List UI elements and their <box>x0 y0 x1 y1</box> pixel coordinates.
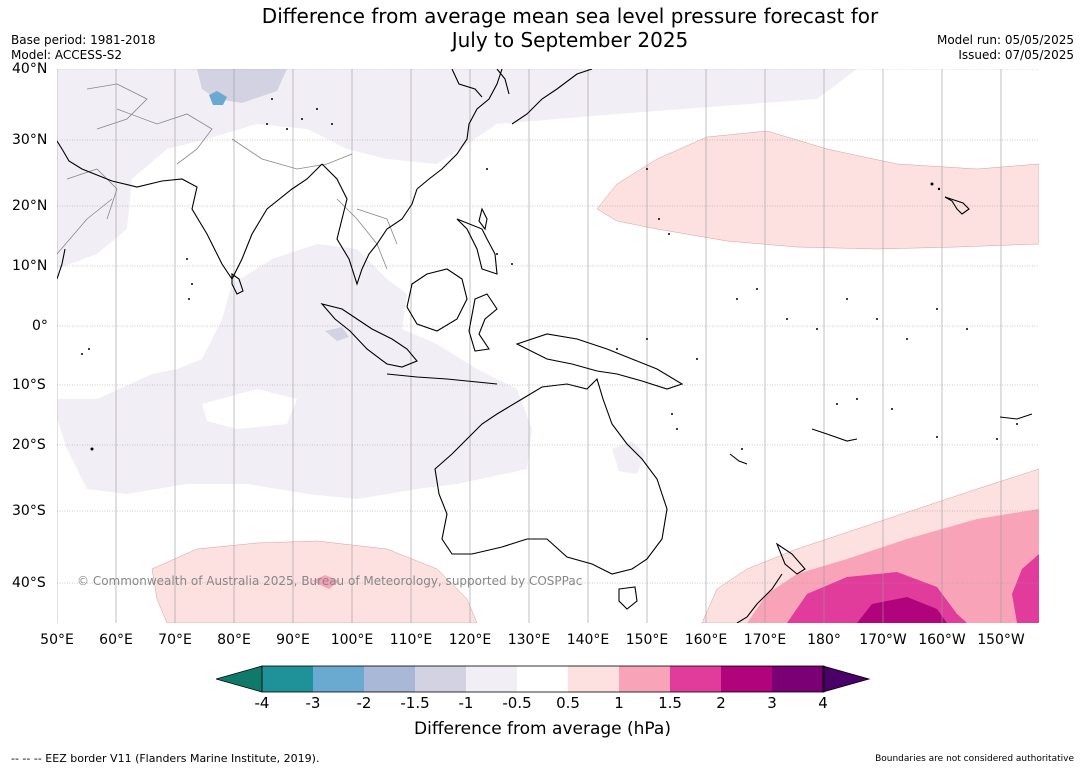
colorbar-title: Difference from average (hPa) <box>414 719 671 739</box>
colorbar-segment <box>517 666 568 692</box>
colorbar-segment <box>262 666 313 692</box>
colorbar-segment <box>364 666 415 692</box>
lon-label-170e: 170°E <box>743 632 787 648</box>
anomaly-region-neg-indian-ocean <box>57 244 532 499</box>
graticule-meridians <box>57 69 1002 623</box>
colorbar-tick: 2 <box>716 694 726 712</box>
map-svg: © Commonwealth of Australia 2025, Bureau… <box>57 69 1039 623</box>
anomaly-region-neg-coral <box>612 441 645 474</box>
lat-label-20n: 20°N <box>12 198 48 214</box>
lon-label-80e: 80°E <box>217 632 251 648</box>
colorbar-tick: -1.5 <box>400 694 430 712</box>
anomaly-region-pos-tasman-3 <box>857 597 947 623</box>
colorbar <box>216 665 871 693</box>
copyright-text: © Commonwealth of Australia 2025, Bureau… <box>77 574 582 588</box>
lon-label-120e: 120°E <box>448 632 492 648</box>
colorbar-segment <box>670 666 721 692</box>
lon-label-100e: 100°E <box>330 632 374 648</box>
colorbar-tick: -0.5 <box>502 694 532 712</box>
lon-label-170w: 170°W <box>859 632 907 648</box>
lon-label-150w: 150°W <box>977 632 1025 648</box>
colorbar-segment <box>619 666 670 692</box>
colorbar-tick: 0.5 <box>556 694 580 712</box>
lon-label-60e: 60°E <box>99 632 133 648</box>
anomaly-region-pos-south-indian-core <box>312 575 339 589</box>
lat-label-10s: 10°S <box>12 377 46 393</box>
meta-left: Base period: 1981-2018 Model: ACCESS-S2 <box>11 33 156 63</box>
title-line-1: Difference from average mean sea level p… <box>261 4 879 28</box>
meta-right: Model run: 05/05/2025 Issued: 07/05/2025 <box>937 33 1074 63</box>
lat-label-30s: 30°S <box>12 503 46 519</box>
lon-label-50e: 50°E <box>40 632 74 648</box>
colorbar-tick: -1 <box>458 694 474 712</box>
colorbar-tick: 3 <box>767 694 777 712</box>
lon-label-160w: 160°W <box>918 632 966 648</box>
lon-label-150e: 150°E <box>625 632 669 648</box>
colorbar-tick: -2 <box>356 694 372 712</box>
colorbar-segment <box>415 666 466 692</box>
lat-label-20s: 20°S <box>12 437 46 453</box>
anomaly-region-neg-sumatra <box>325 327 349 341</box>
model-run: Model run: 05/05/2025 <box>936 33 1074 47</box>
model-name: Model: ACCESS-S2 <box>11 48 123 62</box>
lon-label-70e: 70°E <box>158 632 192 648</box>
island-dots <box>81 98 1018 451</box>
colorbar-arrow-low <box>216 665 263 693</box>
colorbar-tick: 1 <box>614 694 624 712</box>
map-title: Difference from average mean sea level p… <box>200 4 940 52</box>
colorbar-segment <box>466 666 517 692</box>
colorbar-segment <box>721 666 772 692</box>
base-period: Base period: 1981-2018 <box>11 33 156 47</box>
eez-footnote: -- -- -- EEZ border V11 (Flanders Marine… <box>11 752 320 765</box>
colorbar-tick: -3 <box>305 694 321 712</box>
colorbar-segment <box>313 666 364 692</box>
colorbar-tick: -4 <box>254 694 270 712</box>
anomaly-region-pos-tasman-2b <box>1012 554 1039 623</box>
colorbar-segments <box>216 665 871 693</box>
lon-label-130e: 130°E <box>507 632 551 648</box>
lat-label-40n: 40°N <box>12 61 48 77</box>
lon-label-160e: 160°E <box>684 632 728 648</box>
colorbar-segment <box>772 666 823 692</box>
colorbar-tick: 4 <box>818 694 828 712</box>
colorbar-segment <box>568 666 619 692</box>
colorbar-arrow-high <box>822 665 871 693</box>
issued-date: Issued: 07/05/2025 <box>958 48 1074 62</box>
lat-label-40s: 40°S <box>12 575 46 591</box>
colorbar-tick: 1.5 <box>658 694 682 712</box>
coastlines <box>57 69 1033 623</box>
title-line-2: July to September 2025 <box>451 28 689 52</box>
lon-label-180: 180° <box>807 632 841 648</box>
anomaly-region-neg-north-asia <box>57 69 857 269</box>
anomaly-gap-indian <box>202 389 297 429</box>
lon-label-140e: 140°E <box>566 632 610 648</box>
colorbar-outline <box>261 665 825 693</box>
anomaly-region-pos-north-pacific <box>596 130 1039 250</box>
lon-label-110e: 110°E <box>389 632 433 648</box>
graticule <box>57 69 1039 584</box>
map-area: © Commonwealth of Australia 2025, Bureau… <box>57 69 1039 623</box>
lat-label-0: 0° <box>32 318 48 334</box>
lat-label-10n: 10°N <box>12 258 48 274</box>
anomaly-region-neg-tibet-blue <box>209 91 227 105</box>
lat-label-30n: 30°N <box>12 132 48 148</box>
boundaries-disclaimer: Boundaries are not considered authoritat… <box>875 754 1074 764</box>
lon-label-90e: 90°E <box>276 632 310 648</box>
